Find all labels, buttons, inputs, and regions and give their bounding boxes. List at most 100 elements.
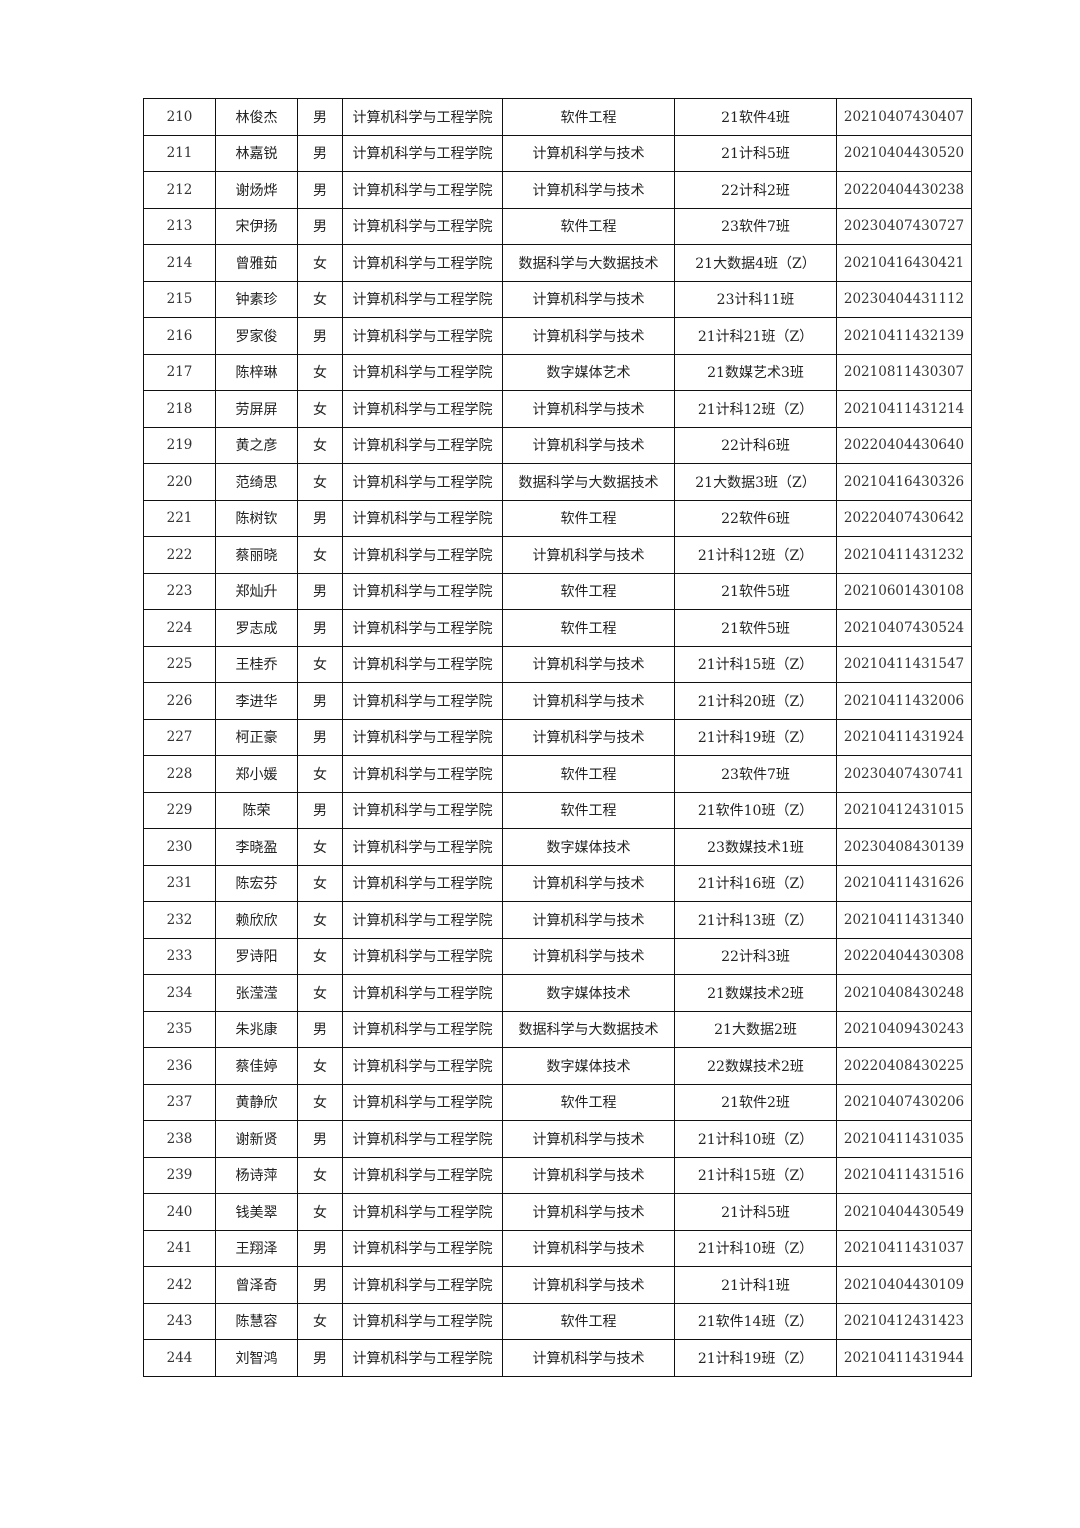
student-name-cell: 陈慧容 bbox=[215, 1302, 298, 1340]
row-number-cell: 218 bbox=[143, 390, 216, 428]
major-cell: 软件工程 bbox=[502, 755, 675, 793]
class-name-cell: 23数媒技术1班 bbox=[674, 828, 837, 866]
student-name-cell: 罗志成 bbox=[215, 609, 298, 647]
gender-cell: 男 bbox=[297, 1010, 343, 1048]
college-cell: 计算机科学与工程学院 bbox=[342, 1156, 503, 1194]
gender-cell: 男 bbox=[297, 98, 343, 136]
gender-cell: 女 bbox=[297, 1047, 343, 1085]
major-cell: 计算机科学与技术 bbox=[502, 682, 675, 720]
major-cell: 软件工程 bbox=[502, 1083, 675, 1121]
student-name-cell: 林俊杰 bbox=[215, 98, 298, 136]
student-name-cell: 李进华 bbox=[215, 682, 298, 720]
table-row: 227 柯正豪男计算机科学与工程学院 计算机科学与技术 21计科19班（Z） 20210… bbox=[143, 718, 972, 756]
major-cell: 计算机科学与技术 bbox=[502, 426, 675, 464]
table-row: 237 黄静欣女计算机科学与工程学院 软件工程 21软件2班 2021040743020… bbox=[143, 1083, 972, 1121]
student-name-cell: 陈梓琳 bbox=[215, 353, 298, 391]
student-id-cell: 20220407430642 bbox=[836, 499, 972, 537]
student-name-cell: 蔡佳婷 bbox=[215, 1047, 298, 1085]
gender-cell: 男 bbox=[297, 682, 343, 720]
row-number-cell: 221 bbox=[143, 499, 216, 537]
major-cell: 计算机科学与技术 bbox=[502, 864, 675, 902]
college-cell: 计算机科学与工程学院 bbox=[342, 536, 503, 574]
table-row: 234 张滢滢女计算机科学与工程学院 数字媒体技术 21数媒技术2班 202104084… bbox=[143, 974, 972, 1012]
student-id-cell: 20210404430549 bbox=[836, 1193, 972, 1231]
student-name-cell: 宋伊扬 bbox=[215, 207, 298, 245]
class-name-cell: 21数媒技术2班 bbox=[674, 974, 837, 1012]
college-cell: 计算机科学与工程学院 bbox=[342, 718, 503, 756]
class-name-cell: 21软件2班 bbox=[674, 1083, 837, 1121]
college-cell: 计算机科学与工程学院 bbox=[342, 1302, 503, 1340]
student-id-cell: 20210811430307 bbox=[836, 353, 972, 391]
gender-cell: 女 bbox=[297, 1193, 343, 1231]
table-row: 226 李进华男计算机科学与工程学院 计算机科学与技术 21计科20班（Z） 20210… bbox=[143, 682, 972, 720]
college-cell: 计算机科学与工程学院 bbox=[342, 755, 503, 793]
class-name-cell: 21软件5班 bbox=[674, 609, 837, 647]
major-cell: 计算机科学与技术 bbox=[502, 1120, 675, 1158]
gender-cell: 女 bbox=[297, 974, 343, 1012]
class-name-cell: 23软件7班 bbox=[674, 755, 837, 793]
class-name-cell: 21大数据2班 bbox=[674, 1010, 837, 1048]
college-cell: 计算机科学与工程学院 bbox=[342, 499, 503, 537]
class-name-cell: 21计科12班（Z） bbox=[674, 536, 837, 574]
college-cell: 计算机科学与工程学院 bbox=[342, 463, 503, 501]
major-cell: 数字媒体艺术 bbox=[502, 353, 675, 391]
college-cell: 计算机科学与工程学院 bbox=[342, 390, 503, 428]
college-cell: 计算机科学与工程学院 bbox=[342, 207, 503, 245]
table-row: 235 朱兆康男计算机科学与工程学院 数据科学与大数据技术 21大数据2班 202104… bbox=[143, 1010, 972, 1048]
student-id-cell: 20210412431015 bbox=[836, 791, 972, 829]
class-name-cell: 21计科5班 bbox=[674, 134, 837, 172]
major-cell: 数字媒体技术 bbox=[502, 1047, 675, 1085]
student-name-cell: 柯正豪 bbox=[215, 718, 298, 756]
major-cell: 计算机科学与技术 bbox=[502, 390, 675, 428]
student-id-cell: 20210407430524 bbox=[836, 609, 972, 647]
row-number-cell: 242 bbox=[143, 1266, 216, 1304]
row-number-cell: 220 bbox=[143, 463, 216, 501]
major-cell: 计算机科学与技术 bbox=[502, 1193, 675, 1231]
table-row: 243 陈慧容女计算机科学与工程学院 软件工程 21软件14班（Z） 202104124… bbox=[143, 1302, 972, 1340]
college-cell: 计算机科学与工程学院 bbox=[342, 1339, 503, 1377]
gender-cell: 女 bbox=[297, 536, 343, 574]
table-row: 212 谢炀烨男计算机科学与工程学院 计算机科学与技术 22计科2班 202204044… bbox=[143, 171, 972, 209]
row-number-cell: 232 bbox=[143, 901, 216, 939]
college-cell: 计算机科学与工程学院 bbox=[342, 1047, 503, 1085]
student-name-cell: 王桂乔 bbox=[215, 645, 298, 683]
student-id-cell: 20210412431423 bbox=[836, 1302, 972, 1340]
table-row: 222 蔡丽晓女计算机科学与工程学院 计算机科学与技术 21计科12班（Z） 20210… bbox=[143, 536, 972, 574]
row-number-cell: 214 bbox=[143, 244, 216, 282]
row-number-cell: 213 bbox=[143, 207, 216, 245]
class-name-cell: 22数媒技术2班 bbox=[674, 1047, 837, 1085]
row-number-cell: 239 bbox=[143, 1156, 216, 1194]
student-id-cell: 20210411431516 bbox=[836, 1156, 972, 1194]
row-number-cell: 230 bbox=[143, 828, 216, 866]
gender-cell: 男 bbox=[297, 1266, 343, 1304]
row-number-cell: 243 bbox=[143, 1302, 216, 1340]
college-cell: 计算机科学与工程学院 bbox=[342, 171, 503, 209]
class-name-cell: 21软件5班 bbox=[674, 572, 837, 610]
table-row: 213 宋伊扬男计算机科学与工程学院 软件工程 23软件7班 2023040743072… bbox=[143, 207, 972, 245]
class-name-cell: 21数媒艺术3班 bbox=[674, 353, 837, 391]
class-name-cell: 21计科12班（Z） bbox=[674, 390, 837, 428]
student-name-cell: 陈宏芬 bbox=[215, 864, 298, 902]
major-cell: 计算机科学与技术 bbox=[502, 536, 675, 574]
table-row: 224 罗志成男计算机科学与工程学院 软件工程 21软件5班 2021040743052… bbox=[143, 609, 972, 647]
student-id-cell: 20210411431035 bbox=[836, 1120, 972, 1158]
table-row: 220 范绮思女计算机科学与工程学院 数据科学与大数据技术 21大数据3班（Z） 202… bbox=[143, 463, 972, 501]
student-id-cell: 20230407430727 bbox=[836, 207, 972, 245]
row-number-cell: 237 bbox=[143, 1083, 216, 1121]
gender-cell: 女 bbox=[297, 390, 343, 428]
major-cell: 计算机科学与技术 bbox=[502, 1339, 675, 1377]
row-number-cell: 240 bbox=[143, 1193, 216, 1231]
class-name-cell: 21计科1班 bbox=[674, 1266, 837, 1304]
student-id-cell: 20210411432139 bbox=[836, 317, 972, 355]
major-cell: 软件工程 bbox=[502, 98, 675, 136]
row-number-cell: 219 bbox=[143, 426, 216, 464]
class-name-cell: 21软件14班（Z） bbox=[674, 1302, 837, 1340]
major-cell: 软件工程 bbox=[502, 499, 675, 537]
student-id-cell: 20210411431924 bbox=[836, 718, 972, 756]
college-cell: 计算机科学与工程学院 bbox=[342, 280, 503, 318]
student-id-cell: 20210411432006 bbox=[836, 682, 972, 720]
gender-cell: 女 bbox=[297, 353, 343, 391]
student-id-cell: 20210411431944 bbox=[836, 1339, 972, 1377]
gender-cell: 男 bbox=[297, 791, 343, 829]
student-id-cell: 20230407430741 bbox=[836, 755, 972, 793]
